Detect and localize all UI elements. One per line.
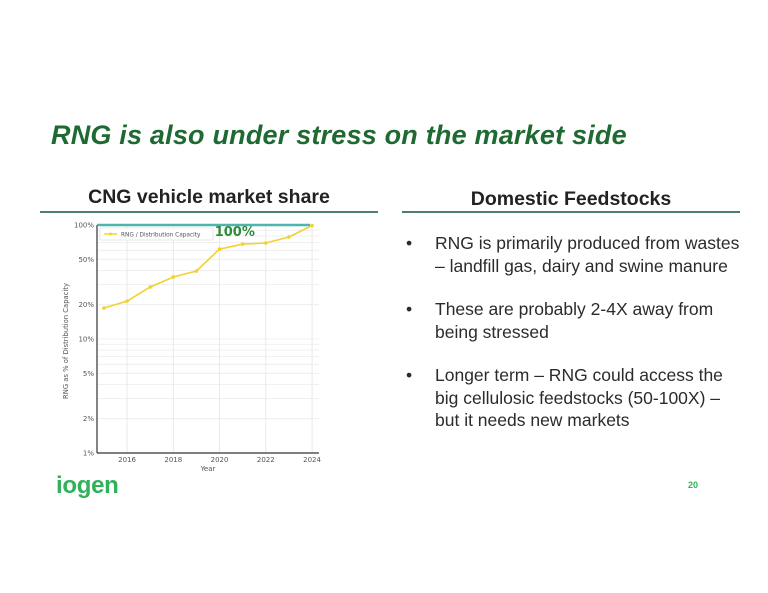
chart-axes: 1% 2% 5% 10% 20% 50% 100% 2016 2018 2020 2022 2024 Y… bbox=[62, 222, 322, 474]
data-point bbox=[217, 247, 222, 251]
y-tick-label: 1% bbox=[83, 450, 94, 458]
data-point bbox=[310, 223, 314, 228]
annotation-100-percent: 100% bbox=[215, 225, 255, 240]
bullet-item: • RNG is primarily produced from wastes … bbox=[402, 232, 742, 277]
chart-series: 100% bbox=[97, 223, 314, 310]
y-tick-label: 100% bbox=[74, 222, 94, 230]
bullet-text: RNG is primarily produced from wastes – … bbox=[435, 233, 740, 276]
data-point bbox=[102, 306, 106, 310]
cng-market-share-heading: CNG vehicle market share bbox=[88, 186, 330, 208]
bullet-text: These are probably 2-4X away from being … bbox=[435, 299, 714, 342]
x-tick-label: 2022 bbox=[257, 456, 275, 464]
chart-legend: RNG / Distribution Capacity bbox=[99, 227, 214, 241]
left-heading-underline bbox=[40, 211, 378, 213]
iogen-logo: iogen bbox=[56, 472, 119, 499]
legend-label: RNG / Distribution Capacity bbox=[121, 232, 201, 238]
x-tick-label: 2024 bbox=[303, 456, 321, 464]
legend-box bbox=[99, 227, 214, 241]
bullet-icon: • bbox=[406, 233, 413, 253]
feedstock-bullet-list: • RNG is primarily produced from wastes … bbox=[402, 232, 742, 453]
y-tick-label: 5% bbox=[83, 370, 94, 378]
y-axis-label: RNG as % of Distribution Capacity bbox=[62, 283, 70, 399]
bullet-icon: • bbox=[406, 365, 413, 385]
data-point bbox=[264, 241, 268, 245]
x-tick-label: 2018 bbox=[164, 456, 182, 464]
data-point bbox=[148, 285, 152, 289]
x-tick-label: 2016 bbox=[118, 456, 136, 464]
data-point bbox=[194, 269, 199, 273]
y-tick-label: 10% bbox=[78, 336, 94, 344]
data-point bbox=[240, 242, 245, 246]
y-tick-label: 50% bbox=[78, 256, 94, 264]
x-axis-label: Year bbox=[200, 465, 216, 473]
x-tick-label: 2020 bbox=[211, 456, 229, 464]
bullet-text: Longer term – RNG could access the big c… bbox=[435, 365, 723, 430]
rng-capacity-chart: 1% 2% 5% 10% 20% 50% 100% 2016 2018 2020 2022 2024 Y… bbox=[62, 222, 322, 474]
right-heading-underline bbox=[402, 211, 740, 213]
data-point bbox=[125, 299, 129, 303]
y-tick-label: 2% bbox=[83, 415, 94, 423]
series-line bbox=[103, 224, 313, 309]
bullet-item: • Longer term – RNG could access the big… bbox=[402, 364, 742, 432]
data-point bbox=[287, 235, 291, 239]
bullet-item: • These are probably 2-4X away from bein… bbox=[402, 298, 742, 343]
slide-title: RNG is also under stress on the market s… bbox=[51, 120, 627, 150]
page-number: 20 bbox=[688, 480, 699, 490]
bullet-icon: • bbox=[406, 299, 413, 319]
y-tick-label: 20% bbox=[78, 301, 94, 309]
domestic-feedstocks-heading: Domestic Feedstocks bbox=[470, 188, 672, 210]
data-point bbox=[171, 275, 176, 279]
